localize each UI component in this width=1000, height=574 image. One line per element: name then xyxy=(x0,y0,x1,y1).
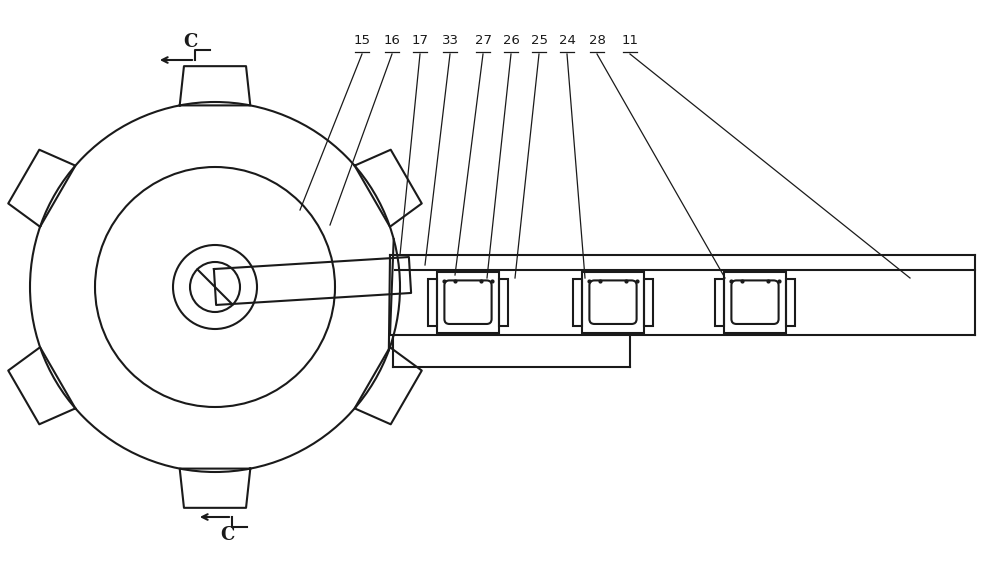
Text: 16: 16 xyxy=(384,34,400,47)
Bar xyxy=(644,279,653,326)
Text: 17: 17 xyxy=(412,34,428,47)
Text: 25: 25 xyxy=(530,34,548,47)
Bar xyxy=(428,279,437,326)
Text: 27: 27 xyxy=(475,34,492,47)
Bar xyxy=(786,279,795,326)
Text: 11: 11 xyxy=(622,34,639,47)
Text: C: C xyxy=(220,526,234,544)
Bar xyxy=(499,279,508,326)
Text: 15: 15 xyxy=(354,34,370,47)
Bar xyxy=(724,272,786,333)
Bar xyxy=(582,272,644,333)
Text: 24: 24 xyxy=(559,34,575,47)
Text: 28: 28 xyxy=(589,34,605,47)
Text: 33: 33 xyxy=(442,34,458,47)
Bar xyxy=(437,272,499,333)
Text: C: C xyxy=(183,33,197,51)
Text: 26: 26 xyxy=(503,34,519,47)
Bar xyxy=(573,279,582,326)
Bar xyxy=(715,279,724,326)
